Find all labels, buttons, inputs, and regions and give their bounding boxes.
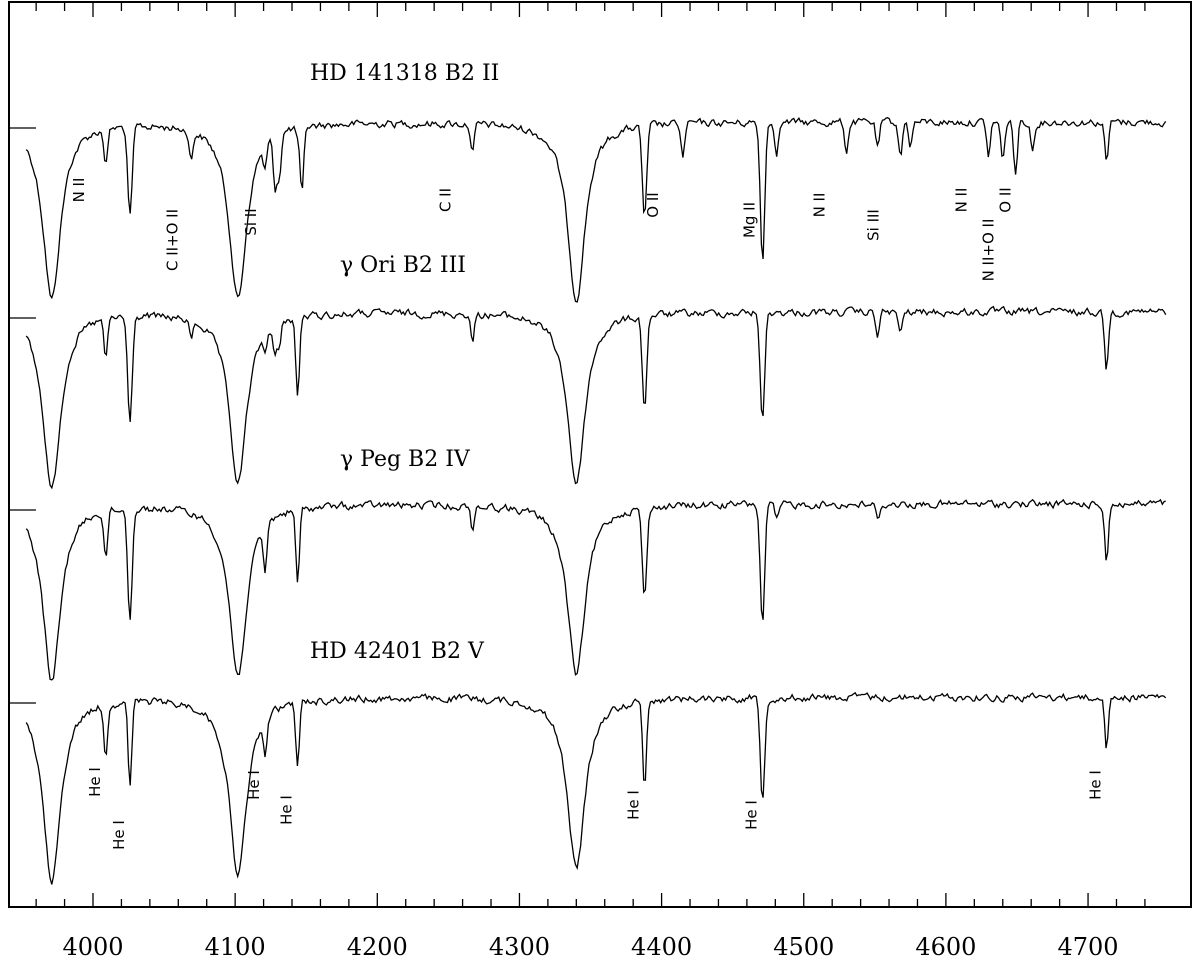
spectrum-line [25, 116, 1167, 303]
spectrum-title: HD 42401 B2 V [310, 639, 485, 664]
spectrum-line [25, 691, 1167, 885]
line-annotations: N II C II+O II Si II C II O II Mg II N II Si II… [70, 178, 1105, 850]
x-tick-label: 4600 [915, 933, 976, 961]
line-label: He I [625, 790, 643, 820]
line-label: O II [644, 192, 662, 217]
line-label: Mg II [741, 202, 759, 238]
spectra [10, 116, 1167, 885]
spectrum-title: γ Ori B2 III [340, 253, 466, 278]
line-label: He I [110, 820, 128, 850]
x-tick-label: 4400 [631, 933, 692, 961]
x-tick-label: 4000 [62, 933, 123, 961]
line-label: N II [70, 178, 88, 203]
line-label: Si III [864, 209, 882, 241]
line-label: C II+O II [164, 209, 182, 271]
line-label: O II [997, 187, 1015, 212]
line-label: N II+O II [980, 219, 998, 282]
spectrum-line [25, 305, 1167, 490]
x-tick-label: 4100 [205, 933, 266, 961]
line-label: He I [86, 767, 104, 797]
line-label: N II [810, 193, 828, 218]
x-tick-label: 4500 [773, 933, 834, 961]
spectrum-line [25, 498, 1167, 681]
plot-frame [8, 1, 1192, 908]
line-label: He I [245, 770, 263, 800]
x-tick-label: 4200 [347, 933, 408, 961]
x-tick-label: 4700 [1058, 933, 1119, 961]
x-tick-label: 4300 [489, 933, 550, 961]
spectrum-title: γ Peg B2 IV [340, 447, 471, 472]
spectrum-title: HD 141318 B2 II [310, 61, 499, 86]
series-titles: HD 141318 B2 II γ Ori B2 III γ Peg B2 IV HD… [310, 61, 499, 664]
line-label: C II [437, 188, 455, 212]
line-label: N II [953, 188, 971, 213]
line-label: He I [1087, 770, 1105, 800]
x-ticks: 4000 4100 4200 4300 4400 4500 4600 4700 [35, 3, 1146, 961]
line-label: He I [743, 800, 761, 830]
line-label: He I [278, 795, 296, 825]
line-label: Si II [242, 208, 260, 235]
